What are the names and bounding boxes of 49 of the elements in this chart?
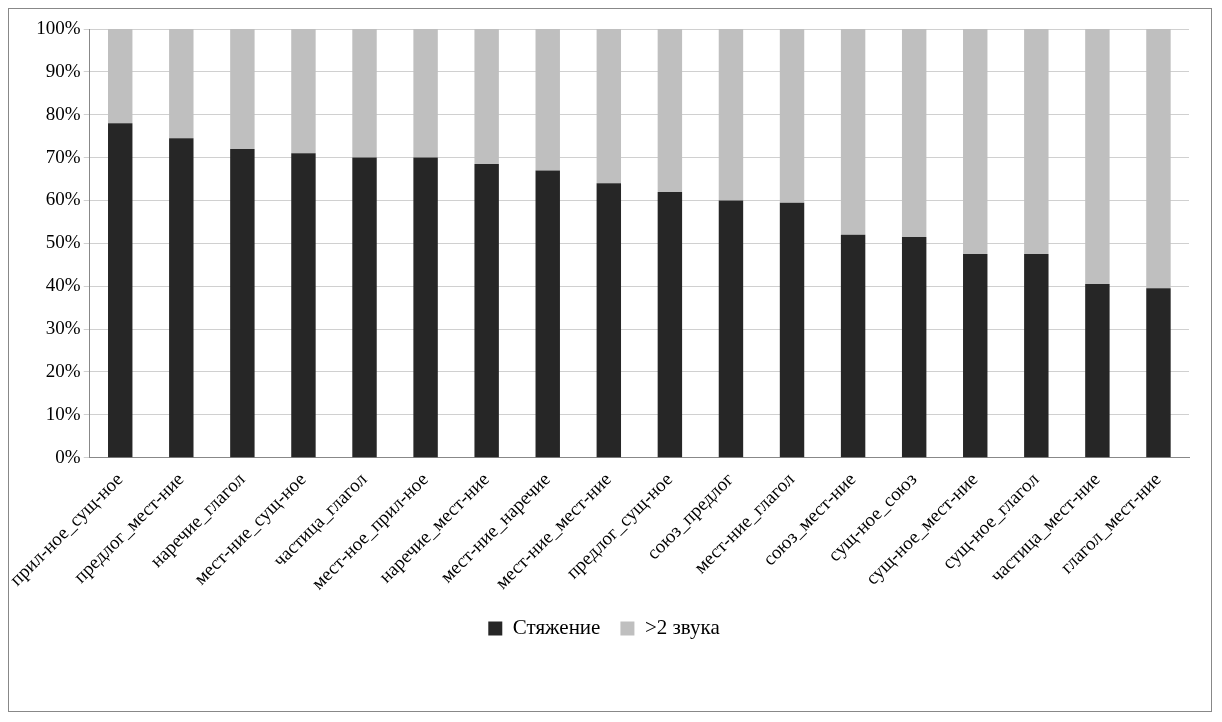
- bar: [352, 29, 377, 158]
- bar: [1024, 29, 1049, 255]
- bar: [1146, 288, 1171, 458]
- bar: [1085, 284, 1110, 458]
- y-tick-label: 20%: [45, 359, 81, 381]
- bar: [963, 29, 988, 255]
- y-tick-label: 10%: [45, 402, 81, 424]
- bar: [901, 236, 927, 458]
- bar: [901, 29, 927, 237]
- bar: [657, 191, 683, 458]
- bar: [474, 29, 499, 165]
- y-tick-label: 0%: [55, 445, 81, 467]
- bar: [413, 157, 438, 458]
- bar: [169, 29, 194, 139]
- y-tick-label: 40%: [45, 274, 81, 296]
- bar: [108, 123, 133, 458]
- bar: [657, 29, 683, 192]
- bar: [169, 138, 194, 458]
- bar: [352, 157, 377, 458]
- bar: [840, 29, 866, 235]
- legend-label: Стяжение: [512, 615, 601, 640]
- bar: [230, 29, 255, 150]
- bar: [230, 149, 255, 458]
- bar: [840, 234, 866, 458]
- bar: [291, 153, 316, 458]
- y-tick-label: 30%: [45, 317, 81, 339]
- bar: [596, 29, 622, 184]
- bar: [108, 29, 133, 124]
- bar: [1024, 254, 1049, 458]
- y-tick-label: 80%: [45, 102, 81, 124]
- bar: [779, 202, 805, 458]
- bar: [291, 29, 316, 154]
- bar: [413, 29, 438, 158]
- y-tick-label: 100%: [36, 16, 81, 38]
- bar: [474, 164, 499, 458]
- bar: [718, 29, 744, 201]
- y-tick-label: 90%: [45, 59, 81, 81]
- y-tick-label: 60%: [45, 188, 81, 210]
- y-tick-label: 50%: [45, 231, 81, 253]
- bar: [1146, 29, 1171, 289]
- legend-label: >2 звука: [644, 615, 721, 640]
- bar: [1085, 29, 1110, 285]
- bar: [535, 170, 560, 458]
- bar: [963, 254, 988, 458]
- y-tick-label: 70%: [45, 145, 81, 167]
- bar: [718, 200, 744, 458]
- bar: [535, 29, 560, 171]
- bar: [596, 183, 622, 458]
- bar: [779, 29, 805, 203]
